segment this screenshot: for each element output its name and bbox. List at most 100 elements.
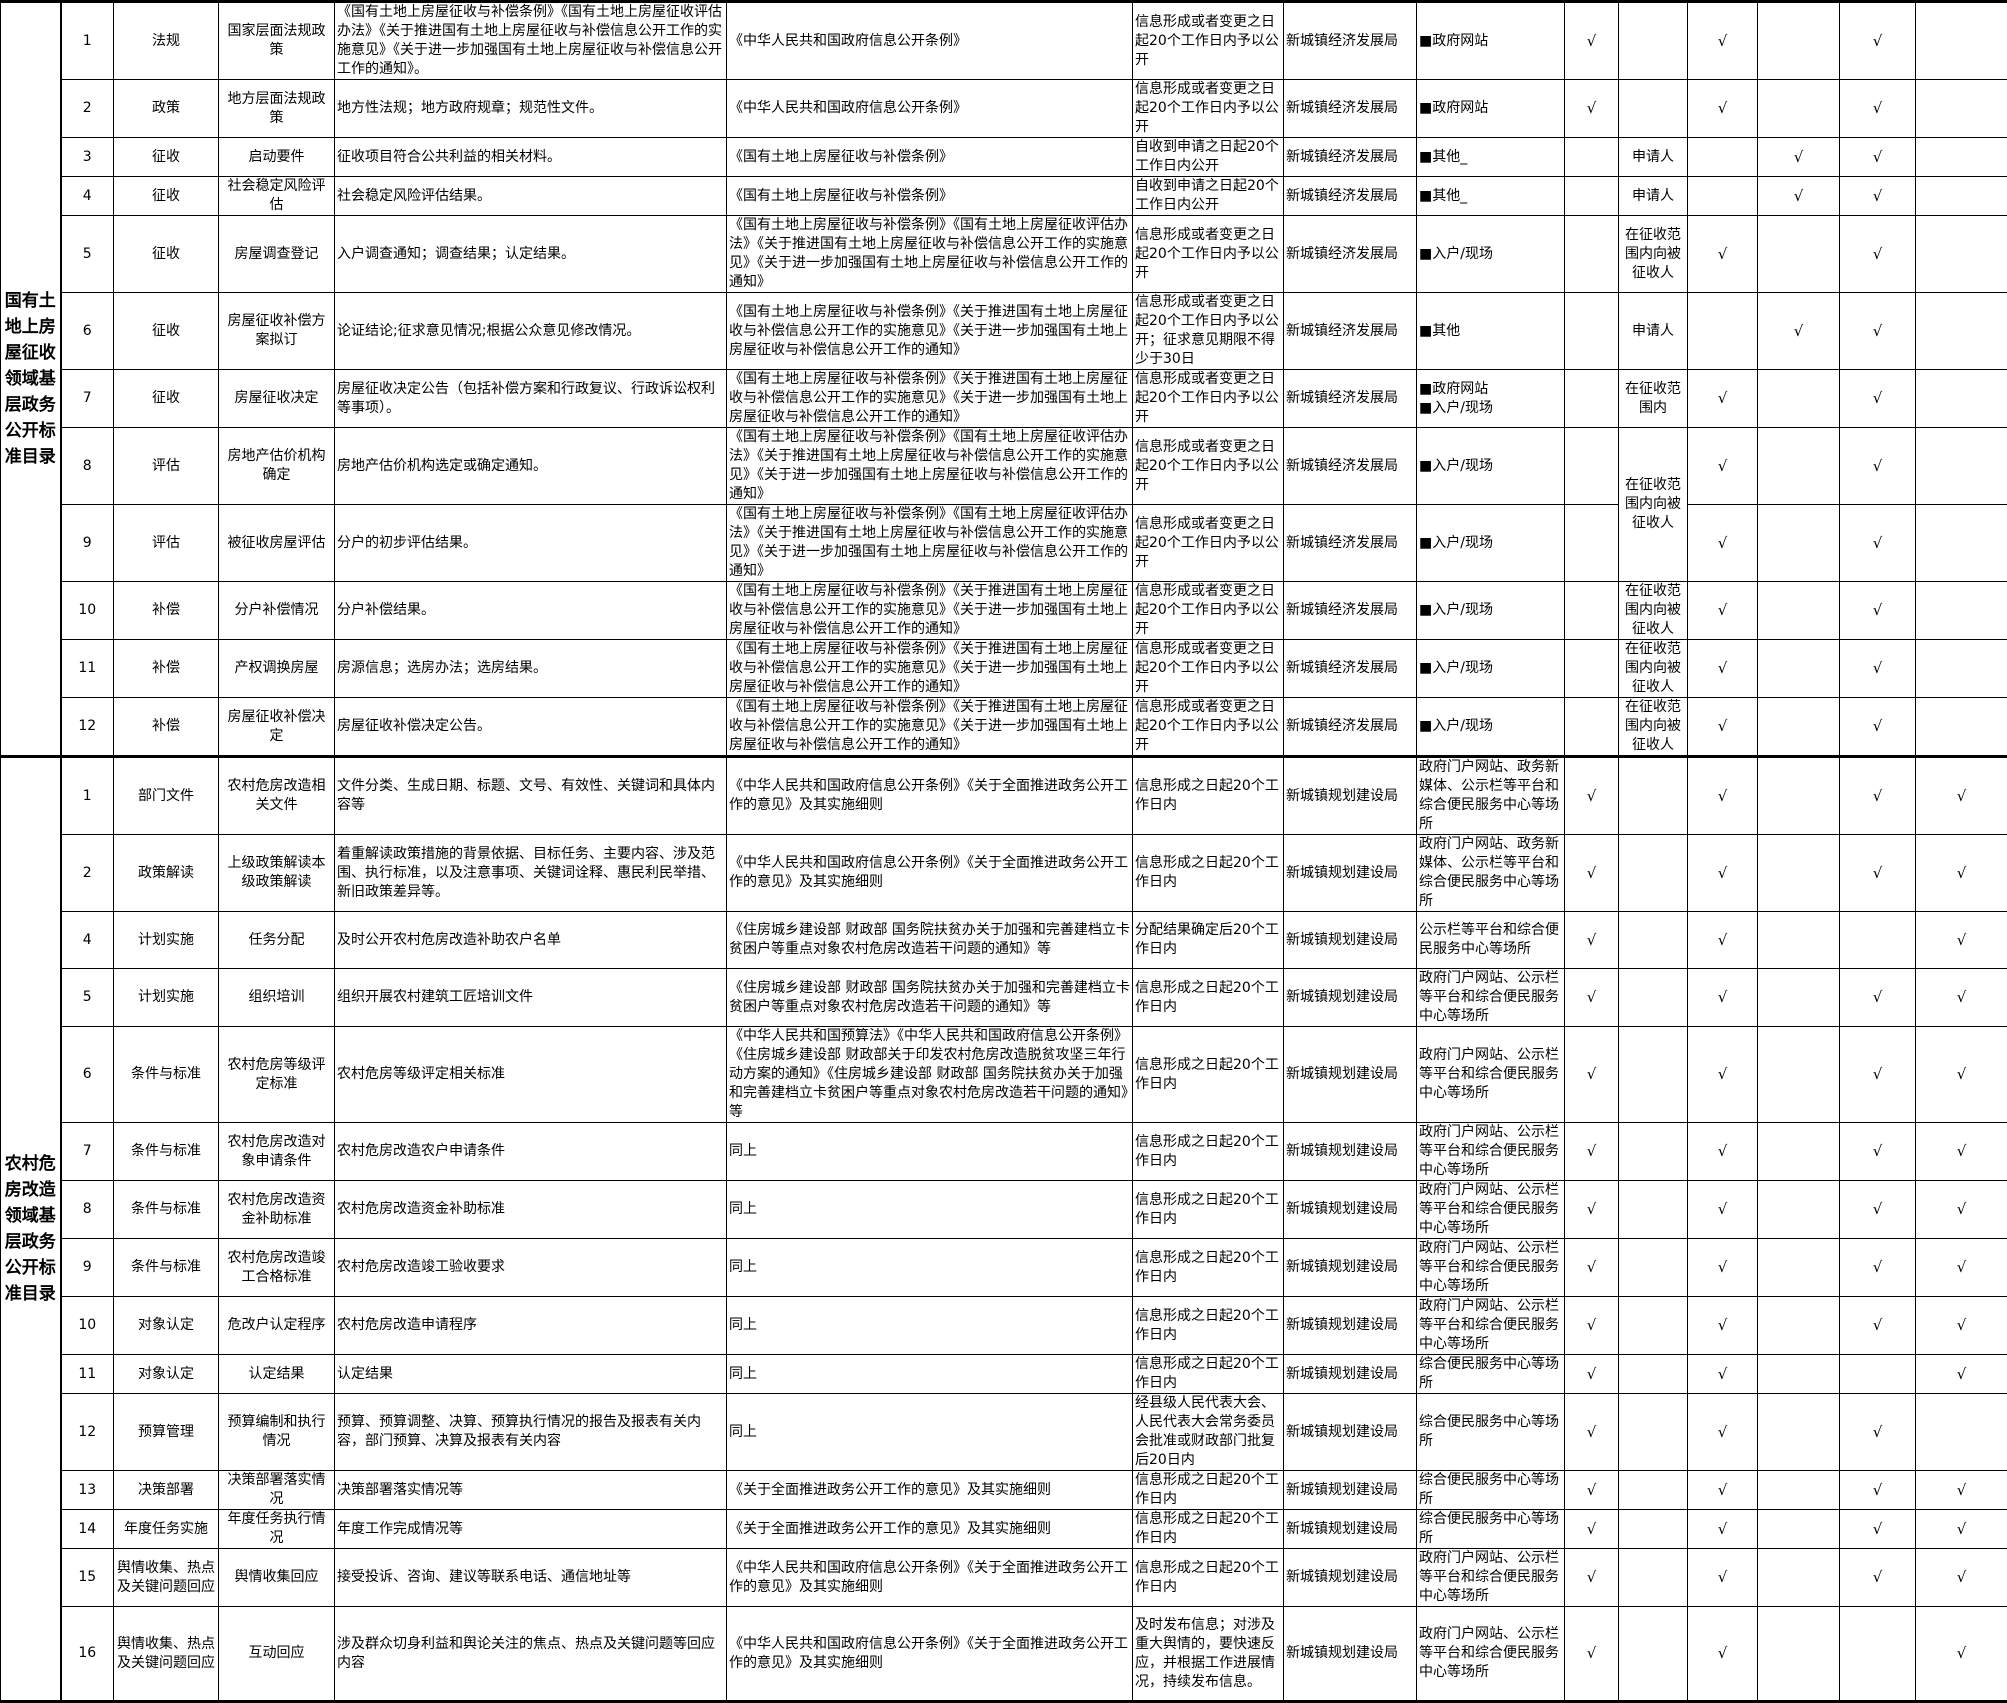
check-public: √ [1565, 1607, 1619, 1702]
channel-cell: 政府门户网站、公示栏等平台和综合便民服务中心等场所 [1417, 1607, 1565, 1702]
target-group-cell [1619, 80, 1688, 138]
basis-cell: 《关于全面推进政务公开工作的意见》及其实施细则 [727, 1510, 1133, 1549]
category-cell: 征收 [114, 216, 219, 293]
channel-cell: ■政府网站 ■入户/现场 [1417, 370, 1565, 428]
row-number: 2 [61, 80, 114, 138]
check-on-request [1758, 1123, 1840, 1181]
subject-cell: 新城镇规划建设局 [1284, 1181, 1417, 1239]
content-cell: 《国有土地上房屋征收与补偿条例》《国有土地上房屋征收评估办法》《关于推进国有土地… [335, 2, 727, 80]
check-on-request [1758, 2, 1840, 80]
content-cell: 农村危房改造申请程序 [335, 1297, 727, 1355]
check-public [1565, 370, 1619, 428]
content-cell: 农村危房改造资金补助标准 [335, 1181, 727, 1239]
content-cell: 论证结论;征求意见情况;根据公众意见修改情况。 [335, 293, 727, 370]
time-limit-cell: 信息形成之日起20个工作日内 [1133, 835, 1284, 912]
check-county-level [1840, 1355, 1916, 1394]
check-township-level [1916, 138, 2007, 177]
row-number: 8 [61, 1181, 114, 1239]
row-number: 10 [61, 1297, 114, 1355]
check-on-request [1758, 698, 1840, 757]
target-group-cell: 在征收范围内向被征收人 [1619, 428, 1688, 582]
category-cell: 补偿 [114, 640, 219, 698]
item-cell: 危改户认定程序 [219, 1297, 335, 1355]
check-public [1565, 505, 1619, 582]
channel-cell: ■入户/现场 [1417, 582, 1565, 640]
row-number: 9 [61, 505, 114, 582]
item-cell: 农村危房改造相关文件 [219, 757, 335, 835]
check-township-level: √ [1916, 912, 2007, 969]
time-limit-cell: 信息形成之日起20个工作日内 [1133, 1181, 1284, 1239]
check-proactive: √ [1688, 2, 1758, 80]
target-group-cell: 申请人 [1619, 293, 1688, 370]
check-on-request [1758, 1027, 1840, 1123]
item-cell: 农村危房改造对象申请条件 [219, 1123, 335, 1181]
target-group-cell: 在征收范围内向被征收人 [1619, 698, 1688, 757]
check-township-level [1916, 177, 2007, 216]
subject-cell: 新城镇经济发展局 [1284, 216, 1417, 293]
check-county-level [1840, 912, 1916, 969]
check-township-level: √ [1916, 1510, 2007, 1549]
check-public: √ [1565, 1394, 1619, 1471]
check-township-level: √ [1916, 1123, 2007, 1181]
time-limit-cell: 信息形成之日起20个工作日内 [1133, 1510, 1284, 1549]
row-number: 5 [61, 969, 114, 1027]
check-public: √ [1565, 969, 1619, 1027]
subject-cell: 新城镇经济发展局 [1284, 177, 1417, 216]
category-cell: 舆情收集、热点及关键问题回应 [114, 1607, 219, 1702]
channel-cell: ■其他 [1417, 293, 1565, 370]
check-on-request [1758, 912, 1840, 969]
check-proactive: √ [1688, 216, 1758, 293]
check-public: √ [1565, 2, 1619, 80]
check-county-level: √ [1840, 138, 1916, 177]
check-public: √ [1565, 1471, 1619, 1510]
time-limit-cell: 信息形成之日起20个工作日内 [1133, 1471, 1284, 1510]
row-number: 12 [61, 1394, 114, 1471]
basis-cell: 《中华人民共和国政府信息公开条例》《关于全面推进政务公开工作的意见》及其实施细则 [727, 835, 1133, 912]
check-township-level: √ [1916, 757, 2007, 835]
row-number: 14 [61, 1510, 114, 1549]
target-group-cell: 在征收范围内 [1619, 370, 1688, 428]
content-cell: 房屋征收补偿决定公告。 [335, 698, 727, 757]
check-on-request [1758, 1471, 1840, 1510]
check-on-request [1758, 216, 1840, 293]
check-on-request [1758, 1549, 1840, 1607]
check-county-level: √ [1840, 835, 1916, 912]
basis-cell: 《国有土地上房屋征收与补偿条例》《关于推进国有土地上房屋征收与补偿信息公开工作的… [727, 640, 1133, 698]
basis-cell: 《国有土地上房屋征收与补偿条例》《关于推进国有土地上房屋征收与补偿信息公开工作的… [727, 698, 1133, 757]
category-cell: 征收 [114, 370, 219, 428]
check-proactive: √ [1688, 1239, 1758, 1297]
category-cell: 政策 [114, 80, 219, 138]
basis-cell: 《国有土地上房屋征收与补偿条例》《关于推进国有土地上房屋征收与补偿信息公开工作的… [727, 293, 1133, 370]
subject-cell: 新城镇规划建设局 [1284, 1510, 1417, 1549]
item-cell: 农村危房等级评定标准 [219, 1027, 335, 1123]
check-proactive: √ [1688, 1027, 1758, 1123]
check-county-level: √ [1840, 1297, 1916, 1355]
check-on-request [1758, 1181, 1840, 1239]
channel-cell: 政府门户网站、公示栏等平台和综合便民服务中心等场所 [1417, 1549, 1565, 1607]
section-title: 农村危房改造领域基层政务公开标准目录 [1, 757, 61, 1702]
basis-cell: 同上 [727, 1239, 1133, 1297]
channel-cell: ■其他_ [1417, 138, 1565, 177]
subject-cell: 新城镇规划建设局 [1284, 969, 1417, 1027]
basis-cell: 《国有土地上房屋征收与补偿条例》《国有土地上房屋征收评估办法》《关于推进国有土地… [727, 505, 1133, 582]
category-cell: 预算管理 [114, 1394, 219, 1471]
content-cell: 农村危房等级评定相关标准 [335, 1027, 727, 1123]
check-proactive: √ [1688, 1181, 1758, 1239]
check-township-level [1916, 293, 2007, 370]
check-county-level: √ [1840, 1510, 1916, 1549]
check-on-request [1758, 1297, 1840, 1355]
channel-cell: 政府门户网站、公示栏等平台和综合便民服务中心等场所 [1417, 1027, 1565, 1123]
basis-cell: 《中华人民共和国政府信息公开条例》 [727, 80, 1133, 138]
check-public [1565, 582, 1619, 640]
subject-cell: 新城镇规划建设局 [1284, 1607, 1417, 1702]
